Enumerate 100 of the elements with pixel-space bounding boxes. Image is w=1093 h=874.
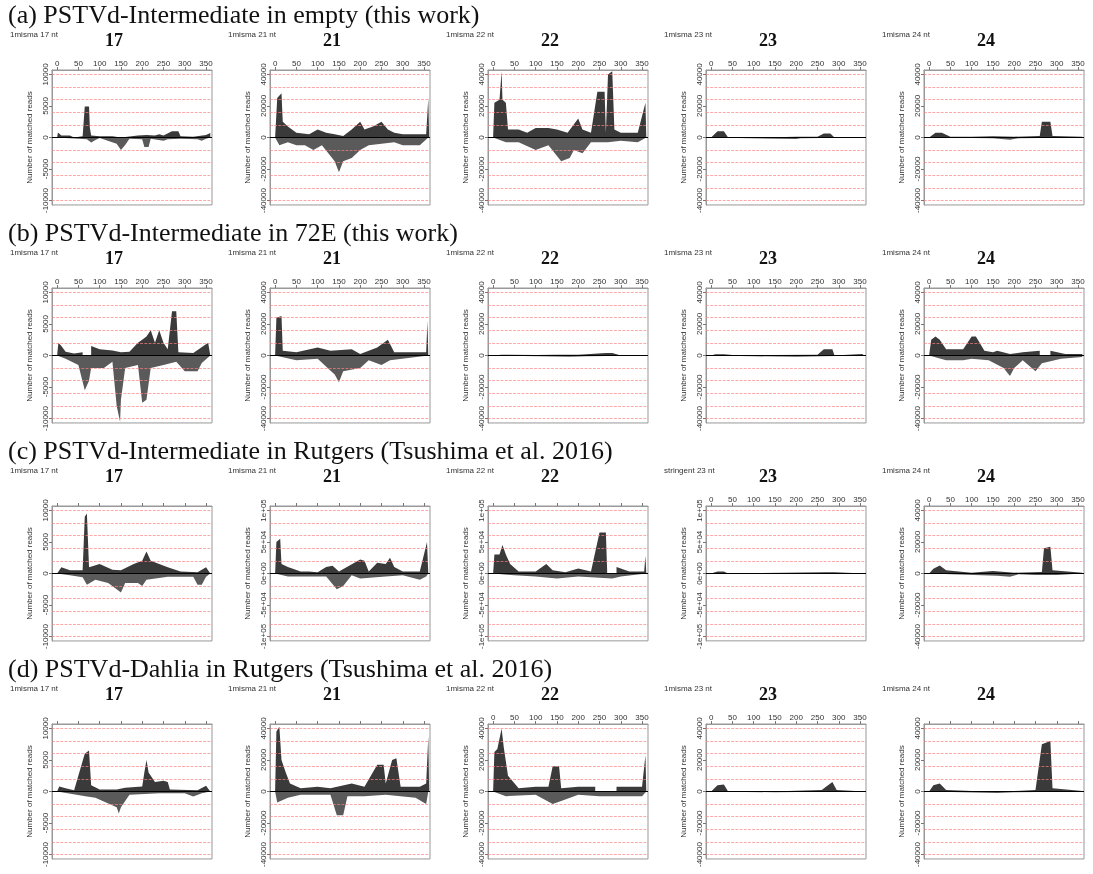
x-tick-label: 50 bbox=[509, 712, 520, 722]
y-tick-label: -5e+04 bbox=[476, 591, 486, 618]
y-tick-label: 0e+00 bbox=[694, 561, 704, 585]
x-tick-label: 150 bbox=[550, 58, 565, 68]
y-axis-title: Number of matched reads bbox=[242, 527, 252, 620]
x-tick-label: 100 bbox=[528, 712, 543, 722]
y-tick-label: 0 bbox=[694, 134, 704, 140]
x-tick-label: 50 bbox=[727, 712, 738, 722]
y-tick-label: 0 bbox=[40, 134, 50, 140]
y-axis-title: Number of matched reads bbox=[242, 309, 252, 402]
y-axis-title: Number of matched reads bbox=[678, 309, 688, 402]
x-tick-label: 100 bbox=[528, 58, 543, 68]
chart-title: 22 bbox=[541, 466, 559, 486]
y-tick-label: -1e+05 bbox=[476, 623, 486, 649]
x-tick-label: 100 bbox=[310, 58, 325, 68]
y-tick-label: 20000 bbox=[912, 94, 922, 118]
y-tick-label: -20000 bbox=[258, 374, 268, 400]
x-tick-label: 300 bbox=[1050, 494, 1064, 504]
y-tick-label: 40000 bbox=[694, 716, 704, 740]
x-tick-label: 250 bbox=[1028, 276, 1043, 286]
text: 1misma 21 nt bbox=[228, 247, 277, 257]
x-tick-label: 250 bbox=[810, 58, 825, 68]
y-tick-label: -40000 bbox=[476, 841, 486, 868]
y-axis-title: Number of matched reads bbox=[242, 745, 252, 838]
text: 1misma 17 nt bbox=[10, 29, 59, 39]
y-tick-label: 40000 bbox=[912, 498, 922, 522]
x-tick-label: 50 bbox=[509, 58, 520, 68]
x-tick-label: 0 bbox=[708, 712, 714, 722]
y-axis-title: Number of matched reads bbox=[242, 91, 252, 184]
x-tick-label: 250 bbox=[592, 58, 607, 68]
y-tick-label: -40000 bbox=[476, 187, 486, 214]
x-tick-label: 50 bbox=[945, 494, 956, 504]
y-tick-label: -20000 bbox=[476, 374, 486, 400]
chart-title: 24 bbox=[977, 30, 995, 50]
x-tick-label: 100 bbox=[964, 276, 979, 286]
y-tick-label: -20000 bbox=[694, 374, 704, 400]
y-tick-label: 0 bbox=[912, 570, 922, 576]
text: 1misma 24 nt bbox=[882, 683, 931, 693]
x-tick-label: 50 bbox=[73, 58, 84, 68]
chart-title: 23 bbox=[759, 248, 777, 268]
y-tick-label: -40000 bbox=[258, 841, 268, 868]
x-tick-label: 250 bbox=[810, 712, 825, 722]
y-tick-label: -20000 bbox=[694, 810, 704, 836]
chart-title: 23 bbox=[759, 30, 777, 50]
x-tick-label: 0 bbox=[272, 276, 278, 286]
x-tick-label: 200 bbox=[571, 712, 586, 722]
x-tick-label: 350 bbox=[1071, 276, 1086, 286]
x-tick-label: 350 bbox=[635, 276, 650, 286]
y-tick-label: 40000 bbox=[258, 716, 268, 740]
x-tick-label: 150 bbox=[768, 494, 783, 504]
x-tick-label: 200 bbox=[571, 58, 586, 68]
chart-title: 21 bbox=[323, 248, 341, 268]
text: 1misma 22 nt bbox=[446, 683, 495, 693]
chart-title: 23 bbox=[759, 684, 777, 704]
y-tick-label: -20000 bbox=[258, 810, 268, 836]
text: (c) PSTVd-Intermediate in Rutgers (Tsushima et al. 2016) bbox=[8, 436, 613, 466]
y-tick-label: 20000 bbox=[912, 748, 922, 772]
y-tick-label: 10000 bbox=[40, 716, 50, 740]
x-tick-label: 0 bbox=[708, 494, 714, 504]
y-axis-title: Number of matched reads bbox=[896, 309, 906, 402]
x-tick-label: 200 bbox=[1007, 276, 1022, 286]
y-tick-label: 0 bbox=[476, 788, 486, 794]
x-tick-label: 0 bbox=[926, 494, 932, 504]
y-tick-label: -5000 bbox=[40, 158, 50, 180]
y-tick-label: 5e+04 bbox=[476, 530, 486, 554]
chart-title: 21 bbox=[323, 30, 341, 50]
x-tick-label: 150 bbox=[550, 712, 565, 722]
x-tick-label: 300 bbox=[178, 58, 192, 68]
y-tick-label: 20000 bbox=[912, 530, 922, 554]
x-tick-label: 200 bbox=[135, 276, 150, 286]
x-tick-label: 50 bbox=[727, 494, 738, 504]
text: 1misma 24 nt bbox=[882, 247, 931, 257]
y-tick-label: 0 bbox=[258, 134, 268, 140]
x-tick-label: 250 bbox=[374, 276, 389, 286]
y-tick-label: 40000 bbox=[258, 280, 268, 304]
y-tick-label: 10000 bbox=[40, 62, 50, 86]
chart-title: 21 bbox=[323, 684, 341, 704]
chart-title: 21 bbox=[323, 466, 341, 486]
text: 1misma 23 nt bbox=[664, 29, 713, 39]
text: 1misma 21 nt bbox=[228, 683, 277, 693]
y-tick-label: 0 bbox=[40, 570, 50, 576]
x-tick-label: 0 bbox=[708, 276, 714, 286]
y-tick-label: 1e+05 bbox=[476, 498, 486, 522]
y-tick-label: 1e+05 bbox=[258, 498, 268, 522]
y-tick-label: 20000 bbox=[258, 94, 268, 118]
x-tick-label: 250 bbox=[156, 58, 171, 68]
y-tick-label: -40000 bbox=[694, 841, 704, 868]
x-tick-label: 350 bbox=[417, 58, 432, 68]
y-tick-label: 20000 bbox=[912, 312, 922, 336]
chart-subtitle: (b) PSTVd-Intermediate in 72E (this work) bbox=[8, 218, 458, 248]
y-tick-label: 5000 bbox=[40, 96, 50, 115]
x-tick-label: 50 bbox=[291, 276, 302, 286]
y-tick-label: -40000 bbox=[912, 405, 922, 432]
x-tick-label: 50 bbox=[509, 276, 520, 286]
text: 1misma 17 nt bbox=[10, 247, 59, 257]
x-tick-label: 0 bbox=[926, 58, 932, 68]
text: 1misma 17 nt bbox=[10, 465, 59, 475]
y-tick-label: -10000 bbox=[40, 623, 50, 650]
x-tick-label: 200 bbox=[789, 58, 804, 68]
y-tick-label: 0 bbox=[912, 352, 922, 358]
